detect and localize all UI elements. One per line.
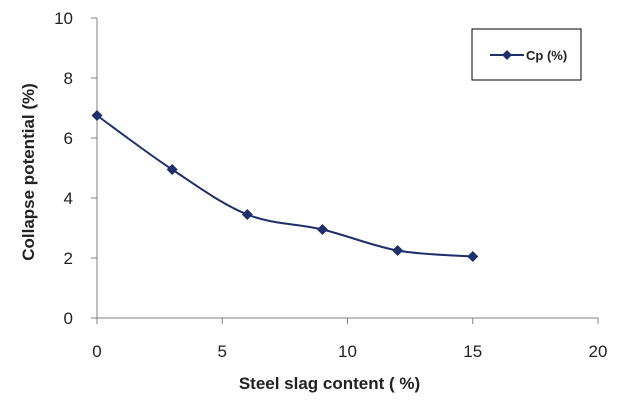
y-tick-label: 10 (54, 9, 73, 28)
data-point (166, 164, 178, 175)
ticks: 0 2 4 6 8 10 0 5 10 15 20 (54, 9, 607, 361)
data-point (392, 245, 404, 256)
y-tick-label: 8 (64, 69, 73, 88)
y-axis-title: Collapse potential (%) (19, 83, 38, 261)
series-line (96, 114, 473, 258)
x-axis-title: Steel slag content ( %) (239, 374, 420, 393)
legend: Cp (%) (471, 28, 582, 81)
y-tick-label: 2 (64, 249, 73, 268)
x-tick-label: 10 (338, 342, 357, 361)
data-point (467, 251, 479, 262)
y-tick-label: 0 (64, 309, 73, 328)
x-tick-label: 5 (218, 342, 227, 361)
series (91, 110, 479, 262)
x-tick-label: 15 (463, 342, 482, 361)
x-tick-label: 0 (92, 342, 101, 361)
y-tick-label: 4 (64, 189, 73, 208)
legend-label: Cp (%) (526, 48, 567, 63)
data-point (316, 224, 328, 235)
y-tick-label: 6 (64, 129, 73, 148)
x-tick-label: 20 (589, 342, 608, 361)
data-point (241, 209, 253, 220)
legend-marker (502, 50, 512, 60)
data-point (91, 110, 103, 121)
